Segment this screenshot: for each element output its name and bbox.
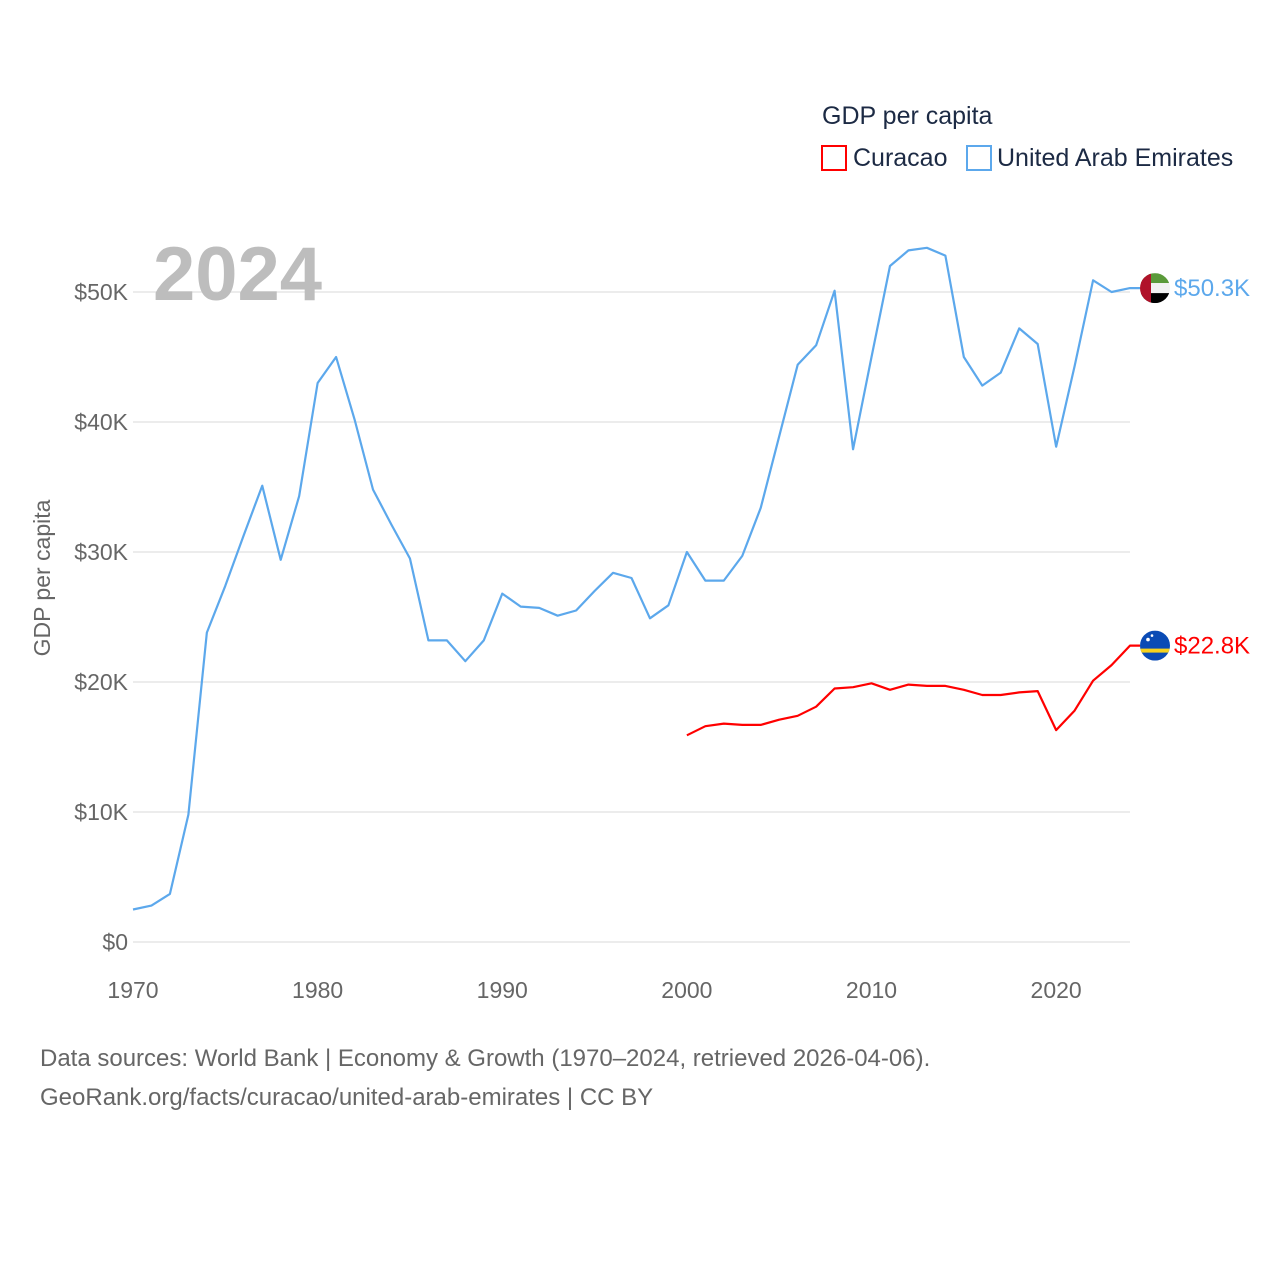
- legend-label-uae: United Arab Emirates: [997, 144, 1233, 172]
- legend-swatch-uae: [966, 145, 992, 171]
- y-tick-label: $30K: [74, 539, 128, 565]
- x-tick-label: 1990: [477, 977, 528, 1003]
- end-value-label: $22.8K: [1174, 633, 1250, 660]
- y-tick-label: $10K: [74, 799, 128, 825]
- legend-item-curacao[interactable]: Curacao: [821, 144, 948, 172]
- year-watermark: 2024: [153, 232, 322, 317]
- legend-label-curacao: Curacao: [853, 144, 948, 172]
- legend-swatch-curacao: [821, 145, 847, 171]
- y-tick-label: $0: [102, 929, 128, 955]
- x-tick-label: 1970: [107, 977, 158, 1003]
- y-axis-label: GDP per capita: [29, 499, 55, 656]
- curacao-flag-icon: [1140, 630, 1170, 661]
- legend-title: GDP per capita: [822, 102, 993, 130]
- x-tick-label: 2000: [661, 977, 712, 1003]
- end-value-label: $50.3K: [1174, 275, 1250, 302]
- source-link[interactable]: GeoRank.org/facts/curacao/united-arab-em…: [40, 1084, 654, 1111]
- series-line-uae: [132, 246, 1140, 911]
- x-tick-label: 2020: [1031, 977, 1082, 1003]
- y-tick-label: $50K: [74, 279, 128, 305]
- x-tick-label: 2010: [846, 977, 897, 1003]
- x-tick-label: 1980: [292, 977, 343, 1003]
- y-tick-label: $20K: [74, 669, 128, 695]
- series-line-curacao: [686, 644, 1140, 737]
- legend-item-uae[interactable]: United Arab Emirates: [966, 144, 1233, 172]
- source-text: Data sources: World Bank | Economy & Gro…: [40, 1045, 931, 1072]
- uae-flag-icon: [1140, 273, 1170, 304]
- y-tick-label: $40K: [74, 409, 128, 435]
